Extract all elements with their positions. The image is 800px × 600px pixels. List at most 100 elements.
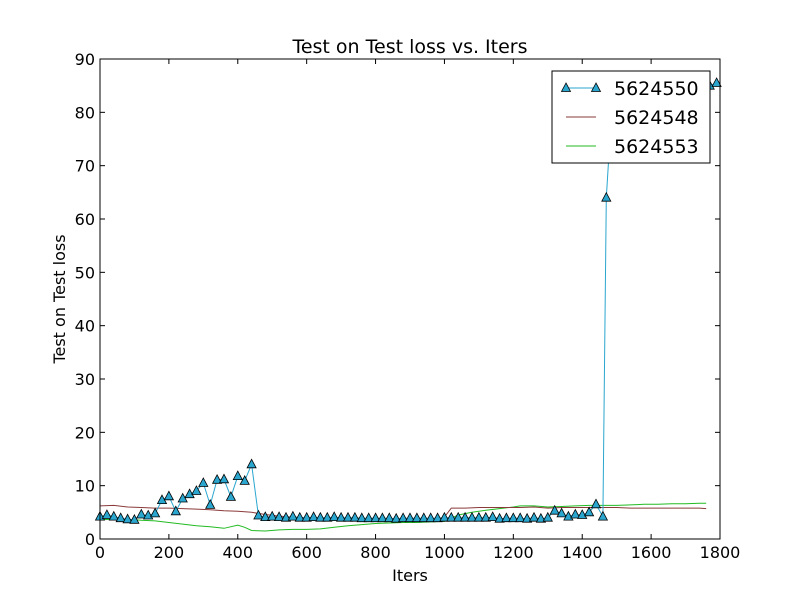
data-point bbox=[411, 512, 423, 523]
data-point bbox=[273, 511, 285, 521]
data-point bbox=[225, 491, 237, 501]
data-point bbox=[184, 488, 195, 499]
data-point bbox=[370, 512, 381, 523]
data-point bbox=[163, 490, 175, 501]
data-point bbox=[556, 507, 567, 518]
data-point bbox=[294, 511, 305, 522]
data-point bbox=[342, 511, 354, 522]
data-point bbox=[246, 458, 257, 469]
legend-marker bbox=[560, 82, 572, 92]
y-tick-label: 20 bbox=[75, 423, 95, 442]
data-point bbox=[363, 512, 374, 523]
data-point bbox=[391, 512, 402, 523]
data-point bbox=[570, 508, 581, 519]
data-point bbox=[211, 473, 223, 484]
x-tick-label: 0 bbox=[95, 543, 105, 562]
data-point bbox=[149, 507, 161, 518]
data-point bbox=[136, 508, 147, 519]
data-point bbox=[480, 511, 491, 522]
data-point bbox=[191, 485, 202, 495]
x-tick-label: 1000 bbox=[424, 543, 465, 562]
data-point bbox=[218, 473, 230, 484]
data-point bbox=[459, 511, 471, 522]
data-point bbox=[205, 499, 216, 509]
data-point bbox=[253, 509, 264, 520]
data-point bbox=[122, 513, 133, 524]
data-point bbox=[115, 512, 126, 523]
plot-frame bbox=[99, 58, 721, 540]
data-point bbox=[101, 509, 113, 519]
data-point bbox=[528, 511, 540, 522]
y-tick-label: 90 bbox=[75, 50, 95, 69]
data-point bbox=[583, 506, 595, 517]
legend-marker bbox=[590, 82, 602, 92]
data-point bbox=[453, 511, 464, 522]
data-point bbox=[335, 511, 347, 522]
x-tick-label: 1400 bbox=[562, 543, 603, 562]
data-point bbox=[501, 512, 512, 523]
data-point bbox=[711, 77, 722, 87]
data-point bbox=[308, 511, 319, 521]
data-point bbox=[590, 498, 602, 509]
data-point bbox=[322, 511, 333, 522]
data-point bbox=[508, 512, 519, 523]
data-point bbox=[260, 511, 271, 521]
y-tick-label: 70 bbox=[75, 157, 95, 176]
y-tick-label: 0 bbox=[85, 530, 95, 549]
data-point bbox=[521, 512, 533, 523]
x-axis-label: Iters bbox=[392, 566, 428, 585]
y-tick-label: 10 bbox=[75, 477, 95, 496]
legend-label: 5624550 bbox=[614, 78, 699, 100]
data-point bbox=[198, 477, 209, 487]
x-tick-label: 1800 bbox=[700, 543, 741, 562]
data-point bbox=[315, 511, 326, 522]
data-point bbox=[494, 512, 505, 523]
data-point bbox=[466, 511, 478, 522]
data-point bbox=[439, 511, 450, 522]
chart-title: Test on Test loss vs. Iters bbox=[291, 36, 527, 58]
data-point bbox=[329, 511, 340, 521]
data-point bbox=[549, 504, 560, 515]
data-point bbox=[432, 512, 443, 523]
legend-label: 5624553 bbox=[614, 136, 699, 158]
data-point bbox=[404, 512, 416, 523]
data-point bbox=[397, 512, 409, 523]
legend-label: 5624548 bbox=[614, 107, 699, 129]
x-tick-label: 400 bbox=[223, 543, 254, 562]
x-tick-label: 1200 bbox=[493, 543, 534, 562]
y-tick-label: 60 bbox=[75, 210, 95, 229]
data-point bbox=[425, 512, 436, 523]
data-point bbox=[535, 512, 547, 523]
data-point bbox=[267, 510, 278, 521]
data-point bbox=[232, 470, 243, 481]
data-point bbox=[129, 513, 140, 524]
data-point bbox=[446, 511, 457, 522]
data-point bbox=[301, 511, 312, 522]
data-point bbox=[239, 475, 250, 485]
x-tick-label: 800 bbox=[360, 543, 391, 562]
data-point bbox=[542, 511, 553, 522]
data-point bbox=[597, 510, 609, 521]
y-tick-label: 50 bbox=[75, 263, 95, 282]
data-point bbox=[170, 505, 181, 516]
data-point bbox=[515, 512, 526, 523]
y-tick-label: 30 bbox=[75, 370, 95, 389]
y-axis-label: Test on Test loss bbox=[50, 234, 69, 364]
x-tick-label: 600 bbox=[291, 543, 322, 562]
data-point bbox=[577, 509, 588, 519]
data-point bbox=[487, 511, 498, 521]
y-tick-label: 80 bbox=[75, 103, 95, 122]
data-point bbox=[349, 511, 361, 522]
y-tick-label: 40 bbox=[75, 317, 95, 336]
data-point bbox=[384, 512, 395, 523]
data-point bbox=[601, 191, 612, 202]
data-point bbox=[287, 510, 299, 521]
series-line-5624553 bbox=[100, 502, 707, 532]
axis-ticks: 0 200 400 600 800 1000 1200 1400 1600 1800 0 10 20 30… bbox=[75, 50, 741, 562]
x-tick-label: 1600 bbox=[631, 543, 672, 562]
data-point bbox=[418, 512, 429, 523]
data-point bbox=[473, 511, 485, 522]
legend: 5624550 5624548 5624553 bbox=[551, 70, 711, 164]
data-point bbox=[108, 510, 119, 521]
